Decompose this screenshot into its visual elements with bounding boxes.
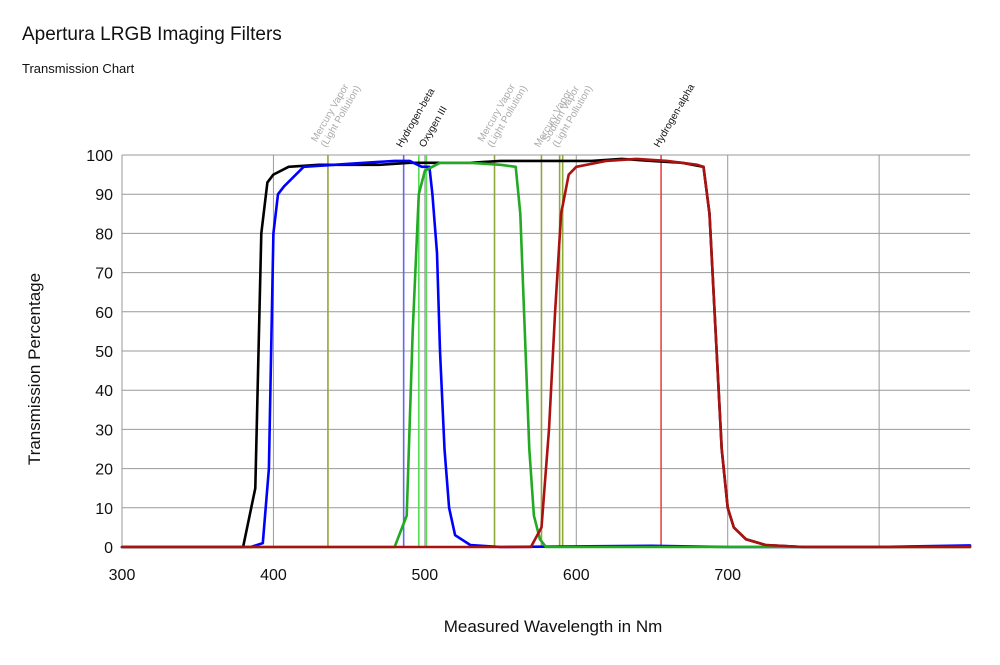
series-line-3 bbox=[120, 161, 972, 549]
tick-labels: 0 10 20 30 40 50 60 70 80 90 100 300 400 500 600 700 bbox=[86, 148, 741, 584]
chart-title: Apertura LRGB Imaging Filters bbox=[22, 24, 282, 45]
chart-subtitle: Transmission Chart bbox=[22, 61, 135, 76]
y-tick-label: 60 bbox=[95, 305, 113, 322]
y-tick-label: 50 bbox=[95, 344, 113, 361]
y-tick-label: 20 bbox=[95, 462, 113, 479]
x-tick-label: 400 bbox=[260, 567, 287, 584]
y-tick-label: 10 bbox=[95, 501, 113, 518]
reference-label: Mercury Vapor(Light Pollution) bbox=[309, 78, 363, 149]
x-axis-label: Measured Wavelength in Nm bbox=[444, 617, 663, 636]
reference-label: Mercury Vapor(Light Pollution) bbox=[476, 78, 530, 149]
y-tick-label: 90 bbox=[95, 187, 113, 204]
y-tick-label: 0 bbox=[104, 540, 113, 557]
y-tick-label: 40 bbox=[95, 383, 113, 400]
y-tick-label: 100 bbox=[86, 148, 113, 165]
x-tick-label: 500 bbox=[412, 567, 439, 584]
grid bbox=[121, 154, 970, 548]
y-tick-label: 70 bbox=[95, 266, 113, 283]
reference-labels: Mercury Vapor(Light Pollution) Hydrogen-b… bbox=[309, 78, 697, 150]
x-tick-label: 700 bbox=[714, 567, 741, 584]
series-line-2 bbox=[120, 159, 972, 549]
x-tick-label: 300 bbox=[109, 567, 136, 584]
y-axis-label: Transmission Percentage bbox=[25, 273, 44, 465]
series-line-1 bbox=[120, 157, 972, 549]
y-tick-label: 30 bbox=[95, 422, 113, 439]
series-lines bbox=[120, 157, 972, 549]
reference-label: Hydrogen-alpha bbox=[652, 82, 697, 150]
series-line-4 bbox=[120, 157, 972, 549]
x-tick-label: 600 bbox=[563, 567, 590, 584]
y-tick-label: 80 bbox=[95, 226, 113, 243]
